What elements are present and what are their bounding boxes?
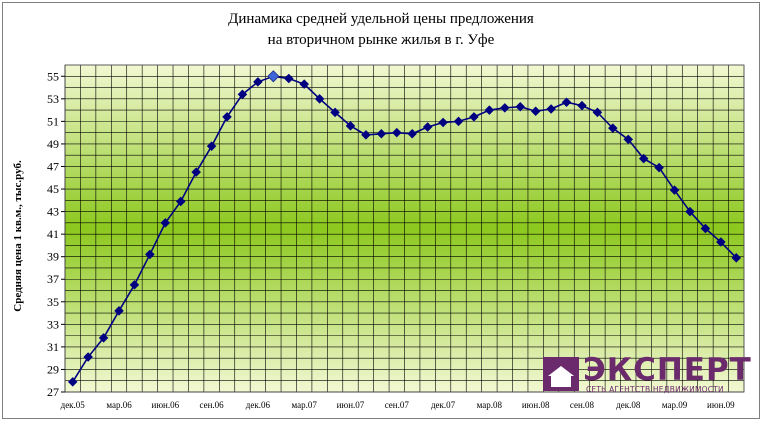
y-tick-label: 45 <box>47 182 59 196</box>
x-tick-label: сен.08 <box>570 400 595 410</box>
data-point <box>83 352 93 362</box>
x-tick-label: мар.08 <box>477 400 503 410</box>
x-tick-label: сен.07 <box>385 400 410 410</box>
y-tick-label: 49 <box>47 137 59 151</box>
y-tick-label: 53 <box>47 92 59 106</box>
x-tick-label: сен.06 <box>200 400 225 410</box>
x-tick-label: июн.09 <box>707 400 735 410</box>
data-point <box>145 249 155 260</box>
data-point <box>206 141 217 151</box>
data-point <box>67 377 78 387</box>
data-point <box>392 127 402 138</box>
house-logo-icon <box>543 357 579 391</box>
data-point <box>299 79 309 89</box>
data-point <box>484 105 495 115</box>
data-point <box>407 129 417 139</box>
y-tick-label: 29 <box>47 362 59 376</box>
x-tick-label: мар.06 <box>106 400 132 410</box>
data-point <box>700 223 711 234</box>
data-point <box>438 117 448 128</box>
x-tick-label: мар.07 <box>291 400 317 410</box>
data-point <box>685 206 695 217</box>
y-tick-label: 39 <box>47 250 59 264</box>
y-tick-label: 55 <box>47 69 59 83</box>
data-point <box>222 112 232 122</box>
y-tick-label: 33 <box>47 317 59 331</box>
x-tick-label: дек.06 <box>246 400 271 410</box>
data-point <box>376 129 387 139</box>
data-point <box>330 107 340 118</box>
data-point <box>546 104 556 114</box>
data-point <box>638 153 649 164</box>
chart-title-line-2: на вторичном рынке жилья в г. Уфе <box>267 32 495 48</box>
y-tick-label: 27 <box>47 385 59 399</box>
logo-tagline: СЕТЬ АГЕНТСТВ НЕДВИЖИМОСТИ <box>586 385 724 394</box>
data-point <box>129 280 140 290</box>
data-point <box>267 70 280 83</box>
data-point <box>500 103 510 113</box>
data-point <box>623 134 634 145</box>
data-point <box>175 196 186 207</box>
data-point <box>98 333 109 343</box>
y-tick-label: 51 <box>47 114 59 128</box>
logo-name: ЭКСПЕРТ <box>583 352 752 388</box>
data-point <box>669 185 680 195</box>
data-point <box>253 77 263 87</box>
y-tick-labels: 27 29 31 33 35 37 39 41 43 45 47 49 51 53 55 <box>47 69 65 399</box>
x-tick-label: мар.09 <box>662 400 688 410</box>
x-tick-label: июн.07 <box>337 400 365 410</box>
x-tick-label: дек.07 <box>431 400 456 410</box>
data-point <box>515 101 526 112</box>
data-point <box>592 107 603 118</box>
y-tick-label: 35 <box>47 295 59 309</box>
data-point <box>114 306 124 316</box>
x-tick-labels: дек.05 мар.06 июн.06 сен.06 дек.06 мар.07 июн.… <box>61 400 736 410</box>
data-point <box>191 167 201 177</box>
data-point <box>561 97 572 107</box>
chart-title: Динамика средней удельной цены предложен… <box>0 9 762 51</box>
data-point <box>716 237 726 247</box>
data-point <box>469 112 479 122</box>
x-tick-label: дек.08 <box>616 400 641 410</box>
x-tick-label: июн.06 <box>152 400 180 410</box>
y-tick-label: 43 <box>47 205 59 219</box>
y-tick-label: 37 <box>47 272 59 286</box>
data-point <box>577 100 587 111</box>
plot-border <box>64 64 745 393</box>
data-point <box>361 130 371 140</box>
y-tick-label: 31 <box>47 340 59 354</box>
data-point <box>608 123 618 133</box>
chart-title-line-1: Динамика средней удельной цены предложен… <box>228 11 534 27</box>
data-point <box>530 106 541 116</box>
y-tick-label: 41 <box>47 227 59 241</box>
series-markers <box>67 70 742 387</box>
data-point <box>422 122 433 132</box>
axes <box>64 64 745 393</box>
x-tick-label: июн.08 <box>522 400 550 410</box>
data-point <box>345 121 356 131</box>
data-point <box>731 253 742 263</box>
x-tick-label: дек.05 <box>61 400 86 410</box>
data-point <box>654 162 664 173</box>
data-point <box>160 218 171 228</box>
expert-logo: ЭКСПЕРТ СЕТЬ АГЕНТСТВ НЕДВИЖИМОСТИ <box>543 352 751 395</box>
data-point <box>283 73 294 84</box>
data-point <box>453 116 464 127</box>
data-point <box>237 89 248 100</box>
data-point <box>314 94 325 104</box>
y-tick-label: 47 <box>47 159 59 173</box>
